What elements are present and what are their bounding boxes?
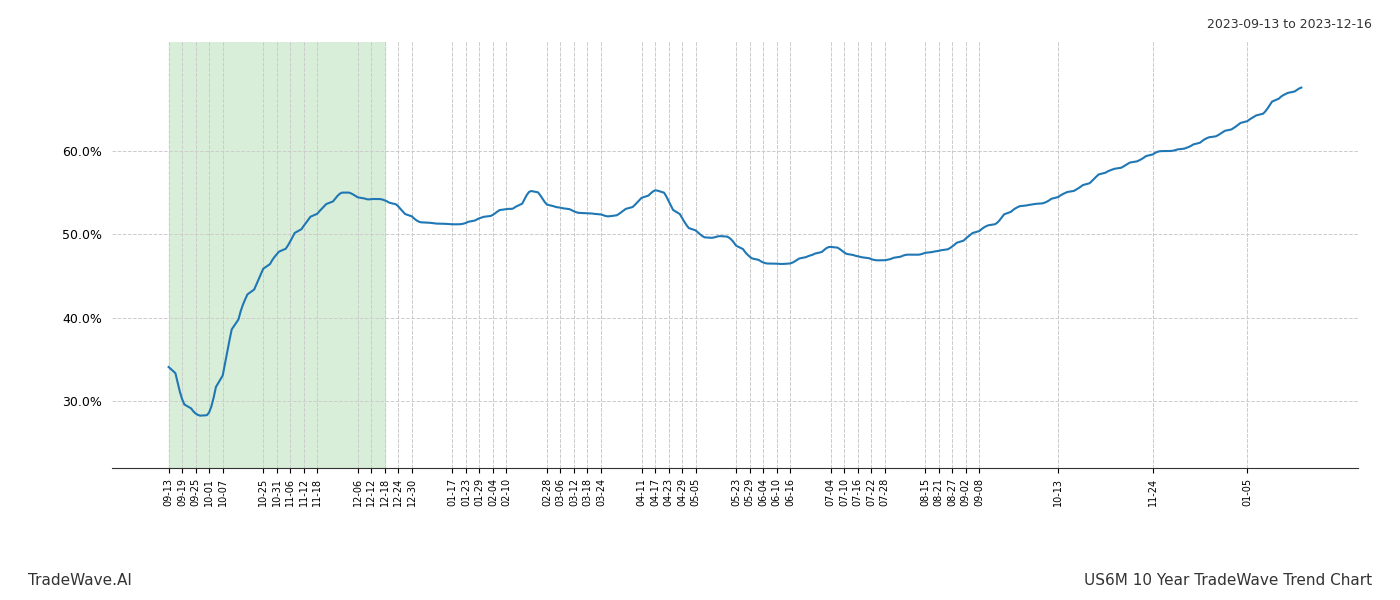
Bar <box>168 42 385 468</box>
Text: US6M 10 Year TradeWave Trend Chart: US6M 10 Year TradeWave Trend Chart <box>1084 573 1372 588</box>
Text: 2023-09-13 to 2023-12-16: 2023-09-13 to 2023-12-16 <box>1207 18 1372 31</box>
Text: TradeWave.AI: TradeWave.AI <box>28 573 132 588</box>
